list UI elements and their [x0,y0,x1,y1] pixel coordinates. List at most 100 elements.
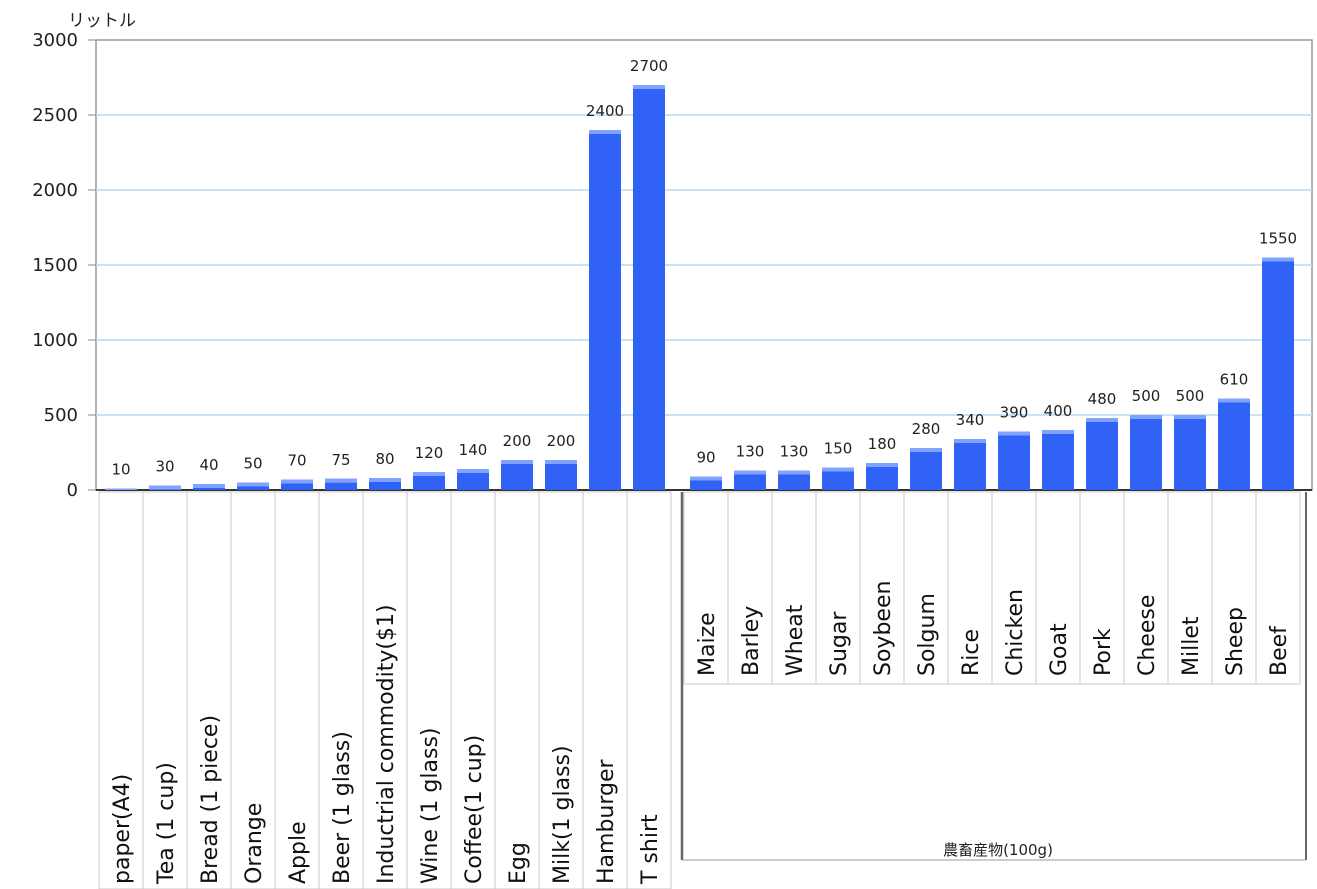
bar [413,472,445,490]
bar [822,467,854,490]
category-label: Egg [506,842,531,884]
category-label: Chicken [1003,589,1028,676]
x-axis-categories: paper(A4) Tea (1 cup) Bread (1 piece) Orang… [98,491,1307,889]
value-label: 90 [696,449,715,467]
bar [1262,257,1294,490]
bar-highlight [1262,257,1294,262]
bar-highlight [1130,415,1162,419]
bar-highlight [998,431,1030,436]
value-label: 50 [243,455,262,473]
bar [457,469,489,490]
category-label: Pork [1091,628,1116,676]
value-label: 130 [780,443,809,461]
bar [866,463,898,490]
value-label: 280 [912,420,941,438]
y-tick-label: 500 [44,405,78,426]
bar-highlight [822,467,854,472]
value-label: 30 [155,458,174,476]
value-label: 40 [199,456,218,474]
bar [545,460,577,490]
category-label: Coffee(1 cup) [462,735,487,884]
y-tick-label: 2500 [32,105,78,126]
value-labels: 10 30 40 50 70 75 80 120 140 200 200 2400 2700 90 130 1… [111,57,1297,479]
value-label: 180 [868,435,897,453]
category-label: Bread (1 piece) [198,715,223,884]
bar-highlight [545,460,577,464]
bar [1218,398,1250,490]
category-cell [1255,491,1301,685]
value-label: 1550 [1259,230,1297,248]
y-axis: 0 500 1000 1500 2000 2500 3000 [32,30,96,501]
value-label: 610 [1220,371,1249,389]
value-label: 340 [956,411,985,429]
category-label: Millet [1179,616,1204,676]
bar-highlight [501,460,533,464]
value-label: 200 [503,432,532,450]
category-label: Rice [959,629,984,676]
bar [589,130,621,490]
bar-highlight [413,472,445,476]
value-label: 400 [1044,402,1073,420]
category-label: Cheese [1135,595,1160,676]
bar-highlight [237,482,269,487]
y-tick-label: 2000 [32,180,78,201]
bar [778,470,810,490]
value-label: 480 [1088,390,1117,408]
bar-highlight [1086,418,1118,422]
bars [105,85,1294,490]
value-label: 500 [1176,387,1205,405]
y-tick-label: 1500 [32,255,78,276]
category-label: Barley [739,606,764,676]
y-tick-label: 1000 [32,330,78,351]
bar-highlight [325,478,357,483]
bar-highlight [149,485,181,490]
category-label: Tea (1 cup) [154,762,179,885]
bar-highlight [778,470,810,475]
bar-highlight [281,479,313,484]
y-tick-label: 3000 [32,30,78,51]
bar-highlight [589,130,621,134]
value-label: 70 [287,452,306,470]
value-label: 120 [415,444,444,462]
bar [1086,418,1118,490]
bar [954,439,986,490]
bar-highlight [690,476,722,481]
value-label: 2700 [630,57,668,75]
category-label: Sheep [1223,607,1248,676]
category-label: Beef [1267,625,1292,676]
category-cell [494,491,540,889]
category-label: Wheat [783,604,808,676]
bar-highlight [633,85,665,89]
value-label: 80 [375,450,394,468]
bar [998,431,1030,490]
bar-highlight [193,484,225,488]
value-label: 10 [111,461,130,479]
bar-highlight [369,478,401,482]
bar-highlight [866,463,898,467]
category-label: Apple [286,821,311,884]
bar [281,479,313,490]
category-label: Hamburger [594,758,619,884]
bar-highlight [1174,415,1206,419]
y-tick-label: 0 [67,480,78,501]
bar-highlight [457,469,489,473]
value-label: 130 [736,443,765,461]
category-label: Orange [242,803,267,884]
value-label: 75 [331,451,350,469]
bar-highlight [954,439,986,443]
bar-highlight [1218,398,1250,403]
category-label: Sugar [827,611,852,676]
category-label: Wine (1 glass) [418,728,443,885]
category-label: Maize [695,612,720,676]
value-label: 390 [1000,404,1029,422]
value-label: 2400 [586,102,624,120]
bar [501,460,533,490]
value-label: 140 [459,441,488,459]
category-label: Milk(1 glass) [550,745,575,884]
group-label-agricultural: 農畜産物(100g) [943,841,1053,859]
bar-highlight [1042,430,1074,434]
category-label: Inductrial commodity($1) [374,604,399,884]
category-cell [626,491,672,889]
category-label: T shirt [638,814,663,885]
